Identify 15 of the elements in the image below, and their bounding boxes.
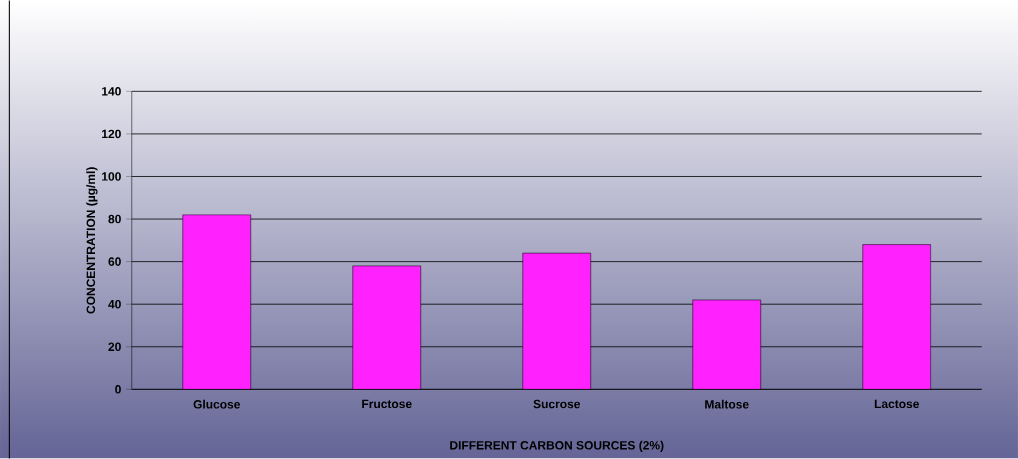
- y-tick-label: 140: [102, 87, 121, 96]
- x-tick-label: Glucose: [193, 399, 241, 409]
- y-tick-label: 80: [108, 214, 121, 224]
- y-tick-label: 20: [108, 342, 121, 352]
- y-tick-label: 120: [102, 129, 121, 139]
- x-tick-label: Maltose: [705, 399, 749, 409]
- x-axis-title: DIFFERENT CARBON SOURCES (2%): [450, 440, 664, 452]
- y-axis-title: CONCENTRATION (µg/ml): [86, 167, 98, 314]
- y-tick-label: 60: [108, 257, 121, 266]
- x-tick-label: Sucrose: [533, 399, 581, 409]
- y-tick-label: 0: [115, 385, 121, 394]
- x-tick-label: Fructose: [362, 399, 412, 409]
- y-tick-label: 40: [108, 299, 121, 309]
- y-tick-label: 100: [102, 172, 121, 181]
- x-tick-label: Lactose: [874, 399, 920, 409]
